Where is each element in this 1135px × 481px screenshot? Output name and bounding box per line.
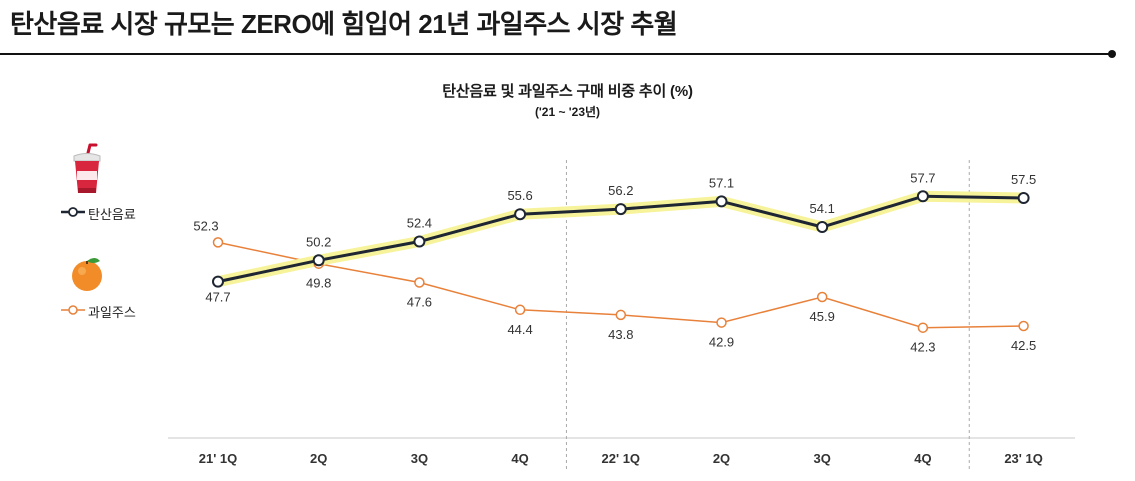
chart-title: 탄산음료 및 과일주스 구매 비중 추이 (%) bbox=[442, 83, 693, 100]
data-point-juice bbox=[514, 304, 526, 316]
data-label-soda: 57.7 bbox=[910, 170, 935, 185]
x-tick-label: 2Q bbox=[310, 451, 327, 466]
data-point-juice bbox=[716, 317, 727, 328]
data-point-soda bbox=[514, 208, 527, 221]
title-divider bbox=[0, 53, 1112, 55]
soda-legend-marker bbox=[61, 207, 85, 217]
data-point-soda bbox=[816, 221, 829, 234]
data-point-soda bbox=[312, 254, 325, 267]
data-label-juice: 45.9 bbox=[810, 309, 835, 324]
legend-label-soda: 탄산음료 bbox=[88, 207, 136, 222]
data-point-juice bbox=[917, 322, 929, 333]
title-divider-dot bbox=[1108, 50, 1116, 58]
x-tick-label: 3Q bbox=[814, 451, 831, 466]
x-tick-label: 4Q bbox=[511, 451, 528, 466]
data-point-juice bbox=[816, 291, 828, 303]
data-point-juice bbox=[615, 309, 627, 321]
data-label-soda: 56.2 bbox=[608, 183, 633, 198]
x-tick-label: 22' 1Q bbox=[602, 451, 641, 466]
data-label-soda: 54.1 bbox=[810, 201, 835, 216]
data-point-soda bbox=[413, 235, 426, 248]
x-tick-label: 23' 1Q bbox=[1004, 451, 1043, 466]
legend-label-juice: 과일주스 bbox=[88, 305, 136, 320]
data-point-juice bbox=[1018, 320, 1029, 332]
data-label-juice: 44.4 bbox=[507, 322, 532, 337]
data-point-soda bbox=[715, 195, 728, 208]
soda-cup-icon bbox=[73, 143, 101, 193]
data-label-juice: 42.3 bbox=[910, 340, 935, 355]
chart-subtitle: ('21 ~ '23년) bbox=[534, 105, 601, 119]
data-label-juice: 42.5 bbox=[1011, 338, 1036, 353]
data-label-soda: 57.5 bbox=[1011, 172, 1036, 187]
data-label-soda: 57.1 bbox=[709, 175, 734, 190]
juice-legend-marker bbox=[61, 305, 85, 315]
data-point-juice bbox=[212, 237, 224, 248]
data-label-soda: 50.2 bbox=[306, 234, 331, 249]
data-label-juice: 42.9 bbox=[709, 335, 734, 350]
data-label-juice: 43.8 bbox=[608, 327, 633, 342]
x-tick-label: 2Q bbox=[713, 451, 730, 466]
data-label-soda: 47.7 bbox=[205, 290, 230, 305]
data-point-soda bbox=[916, 190, 929, 203]
x-tick-label: 4Q bbox=[914, 451, 931, 466]
data-point-juice bbox=[414, 277, 425, 288]
x-tick-label: 21' 1Q bbox=[199, 451, 238, 466]
data-point-soda bbox=[212, 275, 224, 288]
orange-icon bbox=[72, 258, 102, 291]
data-point-soda bbox=[614, 203, 627, 216]
data-label-soda: 52.4 bbox=[407, 216, 432, 231]
data-label-soda: 55.6 bbox=[507, 188, 532, 203]
data-label-juice: 52.3 bbox=[193, 218, 218, 233]
data-point-soda bbox=[1017, 192, 1030, 204]
x-tick-label: 3Q bbox=[411, 451, 428, 466]
page-title: 탄산음료 시장 규모는 ZERO에 힘입어 21년 과일주스 시장 추월 bbox=[10, 9, 678, 39]
data-label-juice: 49.8 bbox=[306, 276, 331, 291]
data-label-juice: 47.6 bbox=[407, 294, 432, 309]
